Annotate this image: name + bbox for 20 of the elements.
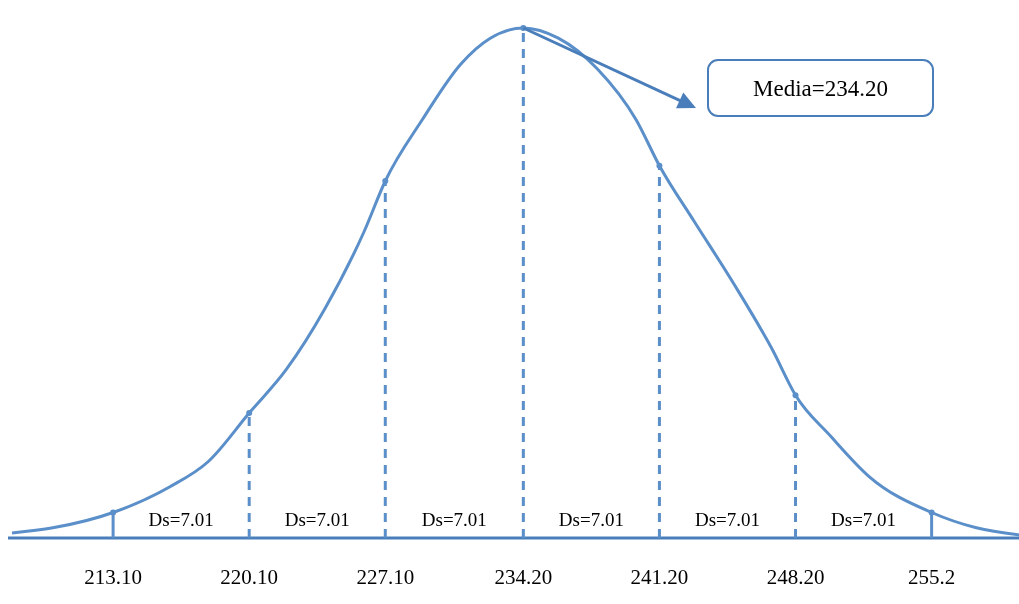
- point: [382, 178, 389, 184]
- annotation: Ds=7.01: [284, 509, 350, 530]
- x-tick-label: 213.10: [84, 565, 142, 589]
- point: [792, 392, 799, 399]
- x-tick-label: 255.2: [908, 565, 956, 589]
- x-tick-label: 234.20: [494, 565, 553, 589]
- x-tick-label: 241.20: [630, 565, 689, 589]
- annotation: Ds=7.01: [694, 509, 761, 530]
- annotation: Ds=7.01: [421, 509, 487, 530]
- x-tick-label: 227.10: [356, 565, 415, 589]
- point: [110, 509, 117, 516]
- annotation: Media=234.20: [753, 76, 888, 101]
- x-tick-label: 248.20: [766, 565, 825, 589]
- point: [928, 509, 935, 516]
- annotation: Ds=7.01: [831, 509, 897, 530]
- point: [246, 410, 253, 417]
- point: [656, 162, 663, 169]
- x-tick-label: 220.10: [220, 565, 279, 589]
- annotation: Ds=7.01: [148, 509, 214, 530]
- annotation: Ds=7.01: [558, 509, 624, 530]
